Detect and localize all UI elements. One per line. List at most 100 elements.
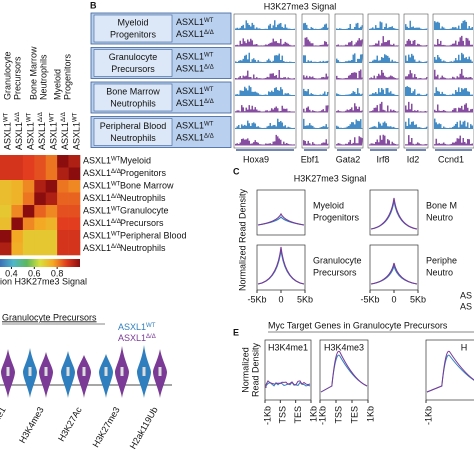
track-frame [334, 13, 364, 149]
genotype-sup: Δ/Δ [60, 112, 66, 122]
heatmap-cell [22, 192, 35, 206]
genotype-base: ASXL1 [83, 231, 111, 241]
genotype: ASXL1Δ/Δ [83, 168, 121, 178]
x-tick-label: -5Kb [247, 294, 266, 304]
panel-title: Granulocyte Precursors [2, 312, 97, 322]
heatmap-cell [0, 217, 12, 231]
cell-label: Myeloid [117, 17, 148, 27]
signal-track [303, 88, 329, 96]
heatmap-cell [22, 155, 35, 168]
heatmap-cell [57, 205, 69, 218]
genotype: ASXL1Δ/Δ [176, 98, 214, 108]
x-tick-label: TES [349, 406, 359, 424]
violin-box [104, 367, 108, 376]
heatmap-cell [68, 230, 81, 243]
x-tick-label: 5Kb [410, 294, 426, 304]
colorbar-tick-label: 0.6 [28, 268, 41, 278]
cell-name-box [93, 14, 173, 43]
cell-label: Bone Marrow [106, 86, 160, 96]
signal-track [369, 121, 399, 129]
heatmap-cell [22, 167, 35, 181]
signal-track [434, 68, 473, 80]
heatmap-cell [0, 180, 12, 193]
profile-line [257, 212, 305, 226]
genotype-base: ASXL1 [83, 181, 111, 191]
heatmap-cell [68, 205, 81, 218]
genotype-base: ASXL1 [118, 333, 146, 343]
violin-box [44, 367, 48, 376]
panel-label: E [233, 327, 239, 337]
plot-frame [425, 339, 474, 401]
plot-label: Neutro [426, 267, 453, 277]
plot-frame [256, 189, 306, 236]
colorbar [0, 259, 80, 267]
heatmap-cell [57, 217, 69, 231]
row-group-label: Neutrophils [120, 243, 166, 253]
genotype: ASXL1Δ/Δ [15, 112, 25, 150]
track-frame [403, 13, 429, 149]
plot-label: Bone M [426, 200, 457, 210]
plot-frame [369, 189, 419, 236]
heatmap-cell [11, 155, 24, 168]
genotype-sup: Δ/Δ [146, 334, 156, 340]
genotype-sup: WT [111, 181, 121, 187]
cell-label: Granulocyte [109, 52, 158, 62]
gene-label: Irf8 [376, 154, 389, 164]
genotype: ASXL1Δ/Δ [60, 112, 70, 150]
heatmap-cell [45, 180, 58, 193]
plot-label: Precursors [313, 267, 357, 277]
heatmap-cell [11, 217, 24, 231]
track-frame [233, 13, 297, 149]
axis-title: Normalized Read Density [237, 188, 247, 291]
gene-label: Ccnd1 [438, 154, 464, 164]
heatmap-cell [68, 242, 81, 256]
x-tick-label: -1Kb [262, 406, 272, 425]
violin-box [6, 367, 10, 376]
heatmap-cell [0, 230, 12, 243]
legend-label: AS [460, 301, 472, 311]
row-group-label: Progenitors [120, 168, 167, 178]
signal-track [405, 101, 428, 113]
plot-label: Periphe [426, 255, 457, 265]
cell-label: Precursors [111, 64, 155, 74]
heatmap-cell [22, 205, 35, 218]
heatmap-cell [45, 230, 58, 243]
heatmap-cell [68, 217, 81, 231]
violin-box [120, 367, 124, 376]
cell-name-box [93, 49, 173, 77]
x-tick-label: TSS [333, 406, 343, 424]
genotype: ASXL1Δ/Δ [118, 333, 156, 343]
heatmap-cell [11, 242, 24, 256]
genotype-base: ASXL1 [176, 86, 204, 96]
plot-label: H3K4me3 [324, 342, 364, 352]
heatmap-cell [45, 167, 58, 181]
plot-frame [319, 339, 369, 401]
heatmap-cell [68, 155, 81, 168]
heatmap-cell [34, 230, 47, 243]
violin-box [82, 367, 86, 376]
plot-label: Myeloid [313, 200, 344, 210]
genotype-sup: Δ/Δ [38, 112, 44, 122]
signal-track [336, 119, 363, 129]
genotype-sup: Δ/Δ [15, 112, 21, 122]
heatmap-cell [22, 230, 35, 243]
genotype-sup: WT [204, 52, 214, 58]
genotype: ASXL1Δ/Δ [83, 218, 121, 228]
signal-track [369, 134, 399, 146]
signal-track [303, 73, 329, 80]
heatmap-cell [57, 155, 69, 168]
plot-label: Neutro [426, 212, 453, 222]
signal-track [405, 135, 428, 146]
genotype: ASXL1WT [83, 231, 121, 241]
legend-label: AS [460, 290, 472, 300]
genotype-base: ASXL1 [83, 206, 111, 216]
genotype-base: ASXL1 [3, 122, 13, 150]
genotype-base: ASXL1 [15, 122, 25, 150]
column-group-label: Myeloid [52, 69, 62, 100]
signal-track [235, 69, 295, 80]
violin-box [142, 367, 146, 376]
column-group-label: Granulocyte [2, 51, 12, 100]
signal-track [369, 87, 399, 96]
panel-title: Myc Target Genes in Granulocyte Precurso… [268, 320, 448, 330]
axis-title: Read Density [250, 342, 260, 397]
